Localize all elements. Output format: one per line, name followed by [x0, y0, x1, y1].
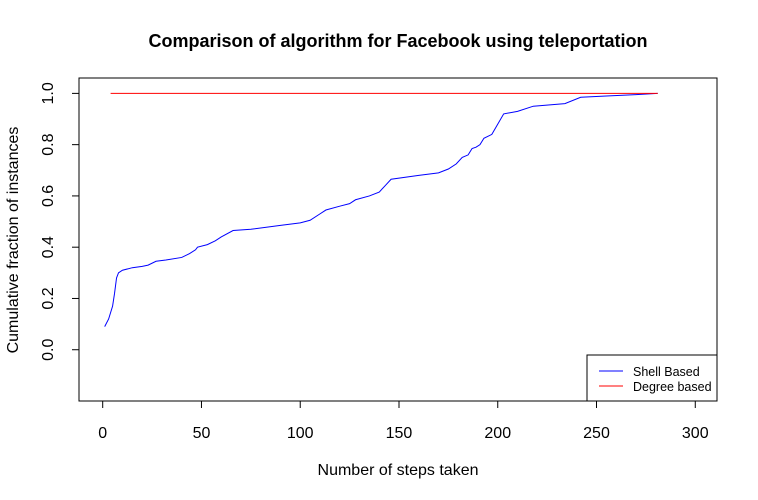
series-line-shell-based [104, 92, 658, 327]
x-axis-label: Number of steps taken [318, 462, 479, 479]
y-tick-label: 0.4 [40, 236, 57, 258]
legend-label-shell-based: Shell Based [633, 365, 700, 379]
x-axis: 0 50 100 150 200 250 300 [98, 401, 709, 442]
y-tick-label: 1.0 [40, 82, 57, 104]
series-layer [104, 92, 658, 327]
y-tick-label: 0.8 [40, 133, 57, 155]
x-tick-label: 50 [193, 425, 211, 442]
y-axis-label: Cumulative fraction of instances [5, 127, 22, 354]
y-tick-label: 0.6 [40, 185, 57, 207]
chart-title: Comparison of algorithm for Facebook usi… [148, 31, 647, 51]
legend: Shell Based Degree based [586, 354, 718, 402]
legend-label-degree-based: Degree based [633, 380, 712, 394]
x-tick-label: 0 [98, 425, 107, 442]
x-tick-label: 300 [682, 425, 709, 442]
y-tick-label: 0.0 [40, 339, 57, 361]
legend-box [586, 354, 718, 402]
y-tick-label: 0.2 [40, 287, 57, 309]
x-tick-label: 250 [583, 425, 610, 442]
x-tick-label: 150 [386, 425, 413, 442]
x-tick-label: 100 [287, 425, 314, 442]
y-axis: 0.0 0.2 0.4 0.6 0.8 1.0 [40, 82, 79, 361]
x-tick-label: 200 [484, 425, 511, 442]
plot-frame [78, 77, 718, 402]
